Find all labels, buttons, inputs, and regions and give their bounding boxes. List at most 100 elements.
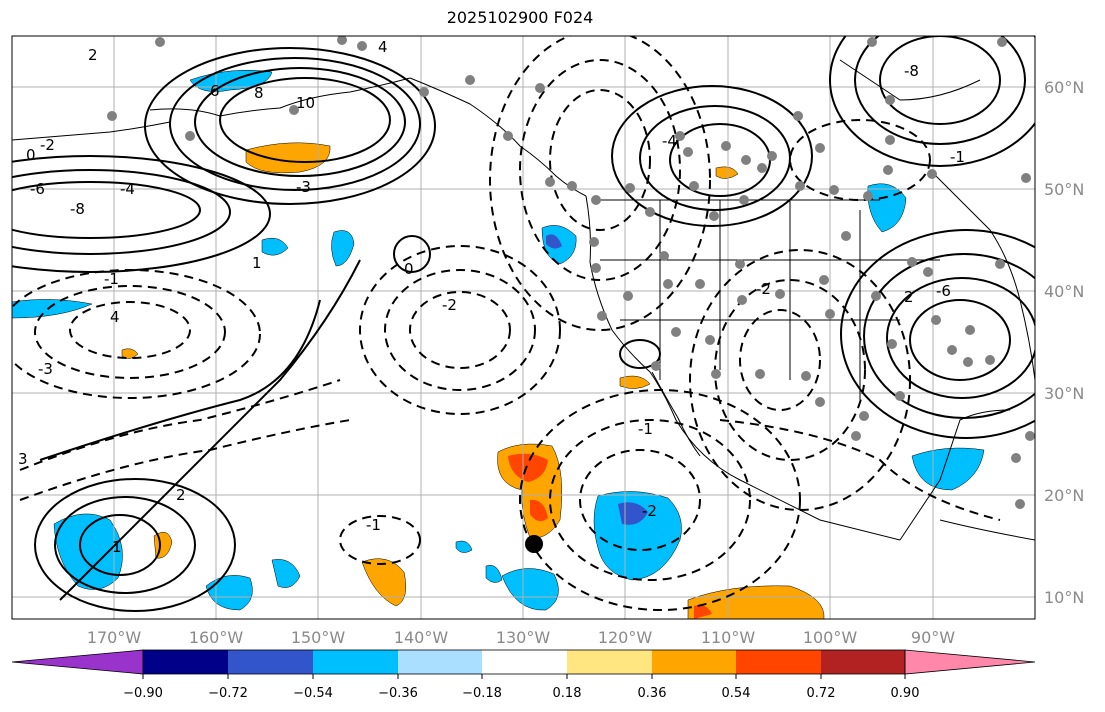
state-lines [600,200,940,400]
contour-neg-mexico-3 [689,249,911,511]
shade-red-central2 [530,499,548,522]
contour-east-1 [909,299,1011,381]
contour-mid-ridge [59,259,361,601]
lon-label: 100°W [803,628,858,647]
contour-label: -1 [638,420,653,438]
storm-center-marker [525,535,543,553]
colorbar: −0.90 −0.72 −0.54 −0.36 −0.18 0.18 0.36 … [11,649,1036,701]
contour-label: 2 [88,46,98,64]
lat-label: 20°N [1044,486,1084,505]
contour-label: -2 [40,136,55,154]
colorbar-segment [652,650,736,674]
shade-blue-west [12,299,93,319]
lat-label: 50°N [1044,180,1084,199]
map-frame [11,35,1036,620]
shade-orange-baja [619,375,651,389]
mexico-west-coast [675,419,901,541]
contour-low-gulf-3 [169,57,421,191]
contour-neg-south-small [339,515,421,565]
lon-label: 110°W [701,628,756,647]
contour-neg-central-1 [409,291,511,369]
lat-label: 40°N [1044,282,1084,301]
shade-blue-sw3 [271,559,301,588]
contour-label: -2 [642,502,657,520]
contour-sw-1 [79,514,161,576]
contour-label: 8 [254,84,264,102]
contour-low-west-3 [12,155,271,273]
contour-mid-ridge-2 [39,299,321,461]
aleutian-chain [12,121,171,141]
colorbar-tick-label: −0.18 [462,686,502,701]
lon-label: 150°W [291,628,346,647]
contour-neg-mexico-1 [739,309,821,411]
shade-orange-small-canada [715,166,739,179]
colorbar-tick-label: −0.72 [208,686,248,701]
lon-label: 140°W [394,628,449,647]
contour-east-3 [863,253,1035,419]
contour-ne-3 [829,36,1035,167]
lat-label: 60°N [1044,78,1084,97]
contour-ne-1 [879,36,1001,125]
colorbar-tick-label: 0.18 [553,686,582,701]
contour-sw-2 [54,496,196,594]
lon-label: 160°W [189,628,244,647]
contour-label: 0 [404,260,414,278]
colorbar-extend-left [11,649,144,675]
shade-red-central [508,453,548,482]
lat-axis: 60°N 50°N 40°N 30°N 20°N 10°N [1044,78,1084,607]
colorbar-tick-label: 0.72 [807,686,836,701]
colorbar-segment [736,650,821,674]
contour-label: 10 [296,94,315,112]
shade-red-south-pacific [694,605,712,619]
shade-orange-south-pacific [687,585,825,619]
lat-label: 10°N [1044,588,1084,607]
shade-blue-southwest [53,513,123,590]
hudson-bay-edge [839,59,981,101]
contours-solid [12,36,1035,612]
contour-neg-south-1 [579,449,701,551]
contour-neg-sw-band [19,379,341,471]
contour-east-4 [840,229,1035,439]
colorbar-segment [228,650,313,674]
contour-label: 4 [378,38,388,56]
colorbar-extend-right [904,649,1036,675]
contour-label: -2 [442,296,457,314]
shade-orange-south1 [361,558,406,607]
contour-neg-central-3 [359,245,561,415]
contour-neg-west-us-2 [519,59,681,281]
contour-neg-sw-band-2 [19,419,351,501]
lon-axis: 170°W 160°W 150°W 140°W 130°W 120°W 110°… [87,628,955,647]
contour-label: 1 [252,254,262,272]
lon-label: 120°W [598,628,653,647]
contour-neg-west-3 [12,269,261,399]
contour-label: -4 [662,132,677,150]
contour-high-rockies-2 [639,105,791,211]
contour-sw-3 [34,478,236,612]
map-content: 2 4 6 8 0 -2 -4 -6 -8 10 -1 1 -3 3 0 -2 … [12,36,1035,619]
colorbar-tick-label: −0.36 [378,686,418,701]
contour-low-gulf-1 [219,77,391,163]
contour-label: 2 [904,288,914,306]
shade-blue-great-lakes [867,183,907,233]
contours-dashed [12,36,1001,611]
contour-labels: 2 4 6 8 0 -2 -4 -6 -8 10 -1 1 -3 3 0 -2 … [18,38,965,556]
contour-label: -3 [38,360,53,378]
contour-label: 3 [18,450,28,468]
contour-label: 4 [110,308,120,326]
contour-label: -1 [104,270,119,288]
contour-label: 6 [210,82,220,100]
contour-low-gulf-4 [144,47,436,205]
contour-neg-west-1 [69,301,191,359]
map-title: 2025102900 F024 [446,8,594,27]
contour-neg-west-us-1 [549,89,651,231]
contour-label: 1 [112,538,122,556]
lat-label: 30°N [1044,384,1084,403]
contour-neg-south-3 [519,389,801,611]
contour-label: 0 [26,146,36,164]
contour-neg-south-2 [549,419,751,581]
colorbar-segment [821,650,905,674]
shade-blue-small2 [331,230,355,267]
lon-label: 130°W [496,628,551,647]
contour-label: -4 [120,180,135,198]
